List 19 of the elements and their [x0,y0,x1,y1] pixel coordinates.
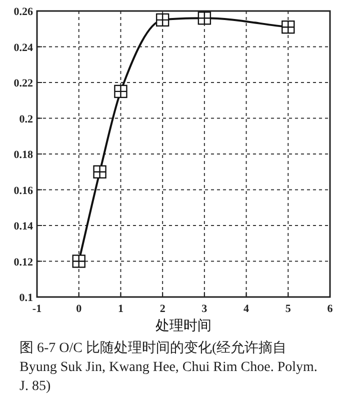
caption: 图 6-7 O/C 比随处理时间的变化(经允许摘自 Byung Suk Jin, Kwang Hee, Chui Rim Choe. Polym. J. 85) [20,339,318,396]
y-tick-label: 0.24 [14,42,34,54]
x-tick-label: -1 [32,303,42,315]
y-tick-label: 0.26 [14,6,34,18]
y-tick-label: 0.1 [19,292,33,304]
x-tick-label: 3 [202,303,208,315]
x-tick-label: 5 [285,303,292,315]
x-tick-label: 6 [327,303,334,315]
x-tick-label: 4 [244,303,250,315]
y-tick-label: 0.14 [14,220,34,232]
y-tick-label: 0.12 [14,256,34,268]
y-tick-label: 0.16 [14,184,34,197]
y-tick-label: 0.2 [19,113,34,126]
y-tick-label: 0.22 [14,78,34,90]
x-tick-label: 2 [160,303,166,315]
y-tick-label: 0.18 [14,149,34,161]
x-axis-title: 处理时间 [156,318,212,334]
x-tick-label: 0 [76,303,82,315]
x-tick-label: 1 [118,303,124,315]
